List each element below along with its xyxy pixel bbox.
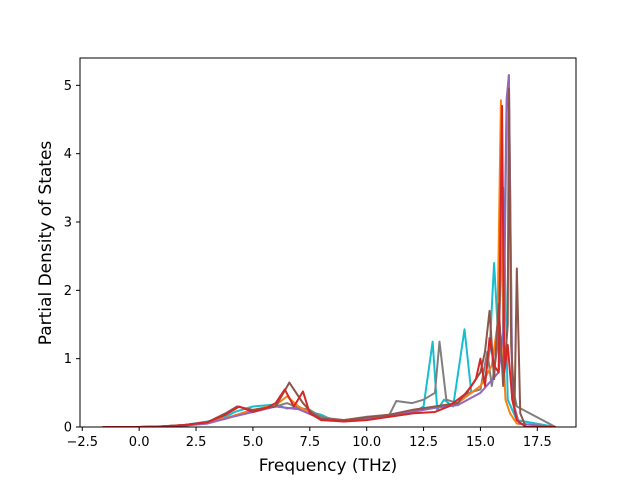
- x-tick-label: 7.5: [299, 435, 320, 450]
- y-axis: 0 1 2 3 4 5: [64, 79, 80, 436]
- x-tick-label: 15.0: [466, 435, 495, 450]
- x-tick-label: 12.5: [409, 435, 438, 450]
- pdos-series-line-5: [102, 87, 556, 427]
- plot-frame: [79, 57, 577, 428]
- x-tick-label: 2.5: [186, 435, 207, 450]
- y-tick-label: 2: [64, 284, 72, 299]
- x-tick-label: 0.0: [129, 435, 150, 450]
- y-tick-label: 1: [64, 352, 72, 367]
- y-tick-label: 0: [64, 421, 72, 436]
- x-axis: −2.5 0.0 2.5 5.0 7.5 10.0 12.5 15.0 17.5: [66, 427, 552, 450]
- x-axis-label: Frequency (THz): [259, 456, 398, 476]
- series-layer: [102, 74, 556, 427]
- y-tick-label: 4: [64, 147, 72, 162]
- pdos-series-line-6: [102, 104, 556, 427]
- x-tick-label: −2.5: [66, 435, 98, 450]
- y-tick-label: 3: [64, 216, 72, 231]
- x-tick-label: 17.5: [523, 435, 552, 450]
- x-tick-label: 5.0: [243, 435, 264, 450]
- x-tick-label: 10.0: [352, 435, 381, 450]
- y-tick-label: 5: [64, 79, 72, 94]
- y-axis-label: Partial Density of States: [36, 141, 56, 346]
